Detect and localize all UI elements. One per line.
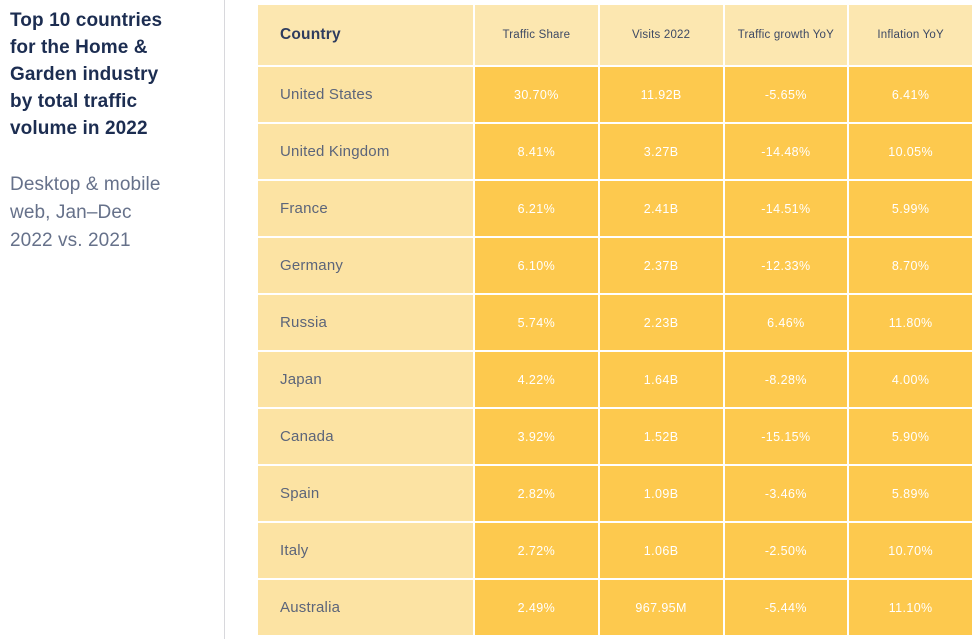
traffic-growth-cell: -15.15% (724, 409, 848, 464)
inflation-cell: 10.70% (849, 523, 972, 578)
column-header-country: Country (258, 5, 473, 65)
visits-cell: 1.52B (599, 409, 723, 464)
table-row: Russia 5.74% 2.23B 6.46% 11.80% (258, 295, 972, 350)
table-row: United Kingdom 8.41% 3.27B -14.48% 10.05… (258, 124, 972, 179)
country-cell: Russia (258, 295, 473, 350)
traffic-share-cell: 6.10% (475, 238, 598, 293)
traffic-share-cell: 2.72% (475, 523, 598, 578)
traffic-growth-cell: -14.51% (724, 181, 848, 236)
page-title: Top 10 countries for the Home & Garden i… (10, 10, 163, 139)
country-cell: Japan (258, 352, 473, 407)
traffic-share-cell: 6.21% (475, 181, 598, 236)
inflation-cell: 5.90% (849, 409, 972, 464)
column-header-inflation: Inflation YoY (849, 5, 972, 65)
table-row: United States 30.70% 11.92B -5.65% 6.41% (258, 67, 972, 122)
table-row: Italy 2.72% 1.06B -2.50% 10.70% (258, 523, 972, 578)
country-cell: Canada (258, 409, 473, 464)
inflation-cell: 6.41% (849, 67, 972, 122)
traffic-growth-cell: -12.33% (724, 238, 848, 293)
table-row: Japan 4.22% 1.64B -8.28% 4.00% (258, 352, 972, 407)
visits-cell: 2.41B (599, 181, 723, 236)
inflation-cell: 8.70% (849, 238, 972, 293)
traffic-growth-cell: -2.50% (724, 523, 848, 578)
inflation-cell: 10.05% (849, 124, 972, 179)
inflation-cell: 5.89% (849, 466, 972, 521)
visits-cell: 967.95M (599, 580, 723, 635)
table-row: Canada 3.92% 1.52B -15.15% 5.90% (258, 409, 972, 464)
country-cell: Germany (258, 238, 473, 293)
inflation-cell: 4.00% (849, 352, 972, 407)
visits-cell: 1.06B (599, 523, 723, 578)
traffic-growth-cell: 6.46% (724, 295, 848, 350)
column-header-traffic-growth: Traffic growth YoY (724, 5, 848, 65)
traffic-share-cell: 3.92% (475, 409, 598, 464)
country-cell: Spain (258, 466, 473, 521)
table-row: France 6.21% 2.41B -14.51% 5.99% (258, 181, 972, 236)
visits-cell: 1.64B (599, 352, 723, 407)
country-cell: Italy (258, 523, 473, 578)
traffic-share-cell: 4.22% (475, 352, 598, 407)
country-cell: Australia (258, 580, 473, 635)
traffic-growth-cell: -5.65% (724, 67, 848, 122)
visits-cell: 1.09B (599, 466, 723, 521)
inflation-cell: 11.80% (849, 295, 972, 350)
traffic-growth-cell: -5.44% (724, 580, 848, 635)
visits-cell: 11.92B (599, 67, 723, 122)
traffic-share-cell: 2.82% (475, 466, 598, 521)
column-header-visits-2022: Visits 2022 (599, 5, 723, 65)
table-body: United States 30.70% 11.92B -5.65% 6.41%… (258, 67, 972, 637)
country-cell: United States (258, 67, 473, 122)
traffic-share-cell: 5.74% (475, 295, 598, 350)
left-panel: Top 10 countries for the Home & Garden i… (10, 7, 205, 255)
table-row: Spain 2.82% 1.09B -3.46% 5.89% (258, 466, 972, 521)
traffic-share-cell: 8.41% (475, 124, 598, 179)
column-header-traffic-share: Traffic Share (475, 5, 598, 65)
inflation-cell: 5.99% (849, 181, 972, 236)
traffic-table: Country Traffic Share Visits 2022 Traffi… (258, 5, 972, 637)
traffic-growth-cell: -3.46% (724, 466, 848, 521)
traffic-growth-cell: -8.28% (724, 352, 848, 407)
table-row: Germany 6.10% 2.37B -12.33% 8.70% (258, 238, 972, 293)
visits-cell: 3.27B (599, 124, 723, 179)
inflation-cell: 11.10% (849, 580, 972, 635)
traffic-growth-cell: -14.48% (724, 124, 848, 179)
visits-cell: 2.37B (599, 238, 723, 293)
visits-cell: 2.23B (599, 295, 723, 350)
traffic-share-cell: 2.49% (475, 580, 598, 635)
page-subtitle: Desktop & mobile web, Jan–Dec 2022 vs. 2… (10, 174, 161, 251)
traffic-share-cell: 30.70% (475, 67, 598, 122)
country-cell: France (258, 181, 473, 236)
table-header-row: Country Traffic Share Visits 2022 Traffi… (258, 5, 972, 65)
country-cell: United Kingdom (258, 124, 473, 179)
table-row: Australia 2.49% 967.95M -5.44% 11.10% (258, 580, 972, 635)
vertical-divider (224, 0, 225, 639)
